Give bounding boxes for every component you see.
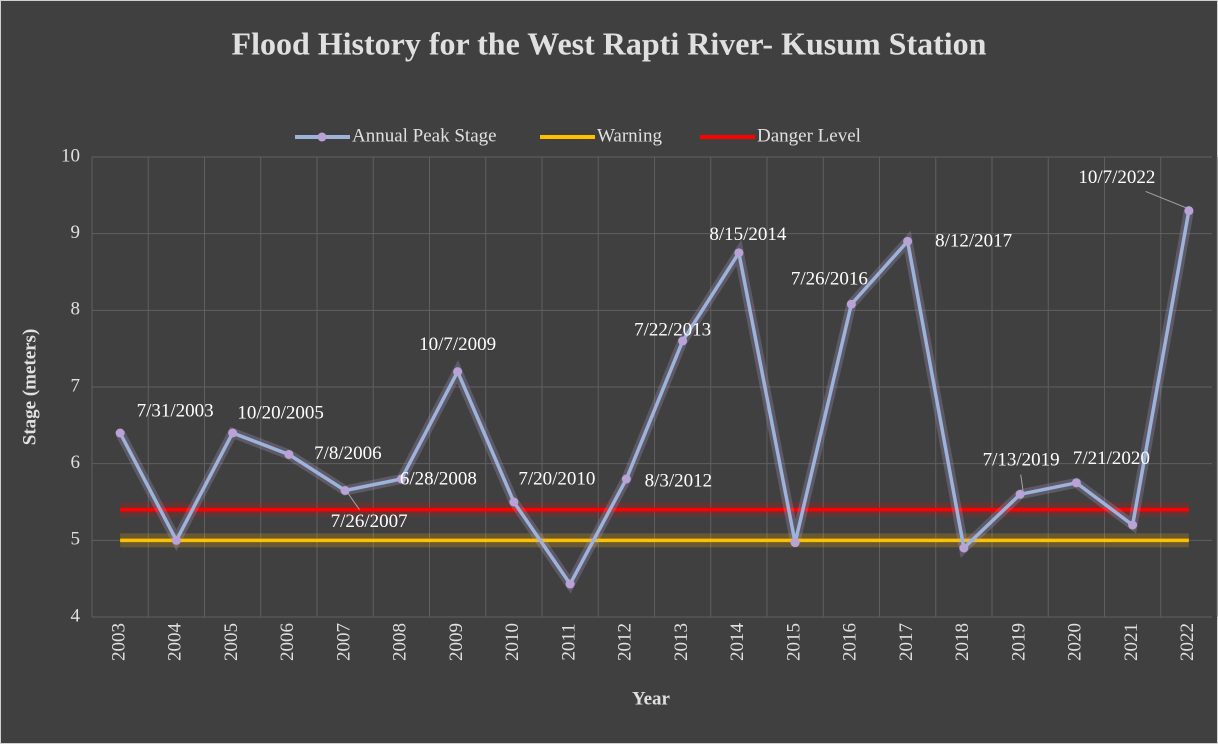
point-label: 7/21/2020 — [1073, 448, 1150, 469]
point-label: 8/12/2017 — [935, 231, 1012, 252]
x-tick-label: 2019 — [1008, 623, 1029, 661]
x-tick-label: 2021 — [1121, 623, 1142, 661]
x-tick-label: 2006 — [277, 623, 298, 661]
data-point — [959, 543, 969, 553]
x-tick-label: 2015 — [783, 623, 804, 661]
data-point — [1128, 520, 1138, 530]
x-tick-label: 2013 — [671, 623, 692, 661]
chart-title: Flood History for the West Rapti River- … — [232, 25, 987, 61]
data-point — [1184, 206, 1194, 216]
x-tick-label: 2022 — [1177, 623, 1198, 661]
y-tick-label: 5 — [71, 529, 81, 550]
data-point — [284, 449, 294, 459]
point-label: 7/22/2013 — [634, 319, 711, 340]
data-point — [790, 538, 800, 548]
data-point — [340, 486, 350, 495]
data-point — [115, 428, 125, 438]
y-tick-label: 8 — [71, 299, 81, 320]
y-axis-label: Stage (meters) — [19, 329, 40, 446]
point-label: 7/31/2003 — [137, 400, 214, 421]
y-tick-label: 4 — [71, 605, 81, 626]
legend-label: Annual Peak Stage — [352, 125, 497, 146]
point-label: 7/26/2007 — [331, 511, 408, 532]
legend-label: Danger Level — [757, 125, 861, 146]
point-label: 10/7/2022 — [1078, 167, 1155, 188]
x-tick-label: 2017 — [896, 623, 917, 661]
data-point — [565, 579, 575, 589]
data-point — [509, 497, 519, 507]
point-label: 8/3/2012 — [645, 470, 713, 491]
x-tick-label: 2009 — [446, 623, 467, 661]
x-tick-label: 2004 — [165, 623, 186, 662]
point-label: 7/13/2019 — [983, 450, 1060, 471]
y-tick-label: 10 — [61, 145, 80, 166]
x-tick-label: 2005 — [221, 623, 242, 661]
x-tick-label: 2016 — [840, 623, 861, 661]
legend-marker — [317, 132, 327, 142]
point-label: 7/26/2016 — [791, 269, 868, 290]
x-tick-label: 2011 — [558, 623, 579, 660]
data-point — [1015, 489, 1025, 499]
x-axis-label: Year — [632, 688, 671, 709]
leader-line — [1145, 191, 1187, 209]
y-tick-label: 9 — [71, 222, 81, 243]
point-label: 7/8/2006 — [314, 443, 382, 464]
x-tick-label: 2003 — [108, 623, 129, 661]
point-label: 6/28/2008 — [400, 468, 477, 489]
x-tick-label: 2020 — [1065, 623, 1086, 661]
data-point — [903, 236, 913, 246]
point-label: 7/20/2010 — [518, 468, 595, 489]
data-point — [1071, 478, 1081, 488]
series-line — [118, 210, 1191, 588]
x-tick-label: 2014 — [727, 623, 748, 662]
y-tick-label: 6 — [71, 452, 81, 473]
y-tick-label: 7 — [71, 375, 81, 396]
data-point — [453, 367, 463, 377]
point-label: 10/7/2009 — [419, 334, 496, 355]
x-tick-label: 2007 — [333, 623, 354, 661]
point-label: 10/20/2005 — [237, 402, 324, 423]
data-point — [621, 474, 631, 484]
x-tick-label: 2018 — [952, 623, 973, 661]
x-tick-label: 2010 — [502, 623, 523, 661]
leader-line — [1020, 474, 1024, 492]
leader-line — [347, 493, 360, 510]
data-point — [734, 248, 744, 258]
x-tick-label: 2012 — [615, 623, 636, 661]
point-label: 8/15/2014 — [709, 224, 787, 245]
data-point — [228, 428, 238, 438]
data-point — [846, 299, 856, 309]
x-tick-label: 2008 — [390, 623, 411, 661]
data-point — [171, 535, 181, 545]
legend-label: Warning — [597, 125, 662, 146]
data-point — [678, 336, 688, 346]
data-point — [396, 474, 406, 484]
